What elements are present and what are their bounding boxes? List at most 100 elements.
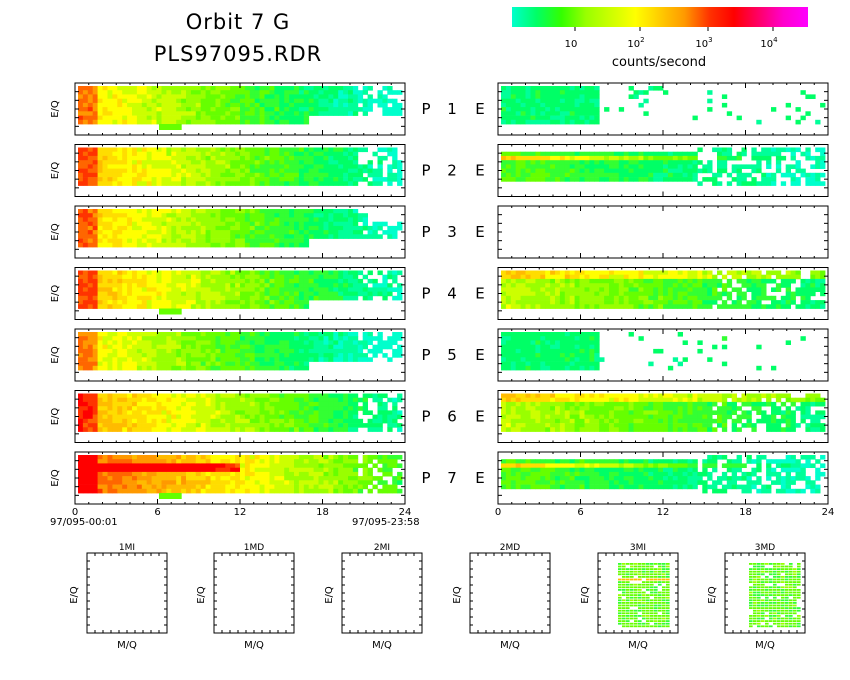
heat-cell [181,238,187,244]
heat-cell [820,151,826,157]
heat-cell [171,111,177,116]
heat-cell [574,111,580,116]
heat-cell [579,283,585,288]
heat-cell [628,287,634,292]
heat-cell [171,181,177,186]
heat-cell [785,340,791,345]
heat-cell [318,274,324,280]
heat-cell [731,168,737,174]
heat-cell [220,111,226,116]
heat-cell [244,353,251,358]
heat-cell [589,172,595,178]
heat-cell [87,230,94,235]
heat-cell [205,365,211,371]
heat-cell [171,406,177,411]
heat-cell [653,151,659,157]
heat-cell [186,427,192,432]
heat-cell [298,147,305,153]
heat-cell [766,181,772,186]
heat-cell [249,164,256,169]
heat-cell [127,357,133,362]
electron-panel [497,328,829,382]
heat-cell [663,274,669,280]
heat-cell [569,278,575,284]
heat-cell [156,147,162,153]
heat-cell [303,164,310,169]
heat-cell [171,270,177,276]
heat-cell [338,111,344,116]
heat-cell [151,332,157,337]
heat-cell [279,340,285,345]
heat-cell [362,287,368,292]
heat-cell [545,287,551,292]
heat-cell [333,147,339,153]
heat-cell [653,287,659,292]
heat-cell [672,168,679,174]
heat-cell [535,304,541,309]
heat-cell [672,270,679,276]
heat-cell [249,278,256,284]
heat-cell [102,213,108,218]
heat-cell [780,304,787,309]
heat-cell [97,107,103,112]
heat-cell [200,291,206,297]
heat-cell [294,270,300,276]
heat-cell [525,291,531,297]
heat-cell [161,181,167,186]
heat-cell [249,365,256,371]
heat-cell [677,155,683,161]
heat-cell [333,230,339,235]
heat-cell [717,304,723,309]
heat-cell [146,102,152,108]
heat-cell [146,172,152,178]
heat-cell [102,295,108,301]
heat-cell [555,332,561,337]
heat-cell [210,164,216,169]
heat-cell [122,344,128,350]
heat-cell [721,102,728,108]
heat-cell [795,181,801,186]
heat-cell [589,295,595,301]
heat-cell [574,340,580,345]
heat-cell [161,217,167,222]
heat-cell [97,304,103,309]
heat-cell [520,90,526,95]
heat-cell [520,300,526,305]
heat-cell [136,102,143,108]
heat-cell [235,344,241,350]
heat-cell [323,155,329,161]
heat-cell [569,168,575,174]
heat-cell [82,213,89,218]
heat-cell [318,86,324,91]
heat-cell [555,155,561,161]
heat-cell [171,353,177,358]
heat-cell [343,234,349,239]
heat-cell [146,225,152,231]
heat-cell [766,164,772,169]
heat-cell [156,300,162,305]
heat-cell [333,217,339,222]
heat-cell [382,230,388,235]
heat-cell [289,119,295,125]
heat-cell [530,111,536,116]
heat-cell [672,304,679,309]
heat-cell [107,177,113,182]
heat-cell [545,94,551,99]
heat-cell [761,278,767,284]
heat-cell [186,274,192,280]
heat-cell [132,283,138,288]
heat-cell [308,151,314,157]
heat-cell [230,107,236,112]
heat-cell [638,336,644,341]
heat-cell [328,213,334,218]
heat-cell [156,357,162,362]
heat-cell [298,213,305,218]
heat-cell [289,340,295,345]
heat-cell [97,168,103,174]
heat-cell [810,164,816,169]
heat-cell [323,291,329,297]
heat-cell [151,304,157,309]
heat-cell [230,283,236,288]
heat-cell [230,274,236,280]
heat-cell [235,336,241,341]
